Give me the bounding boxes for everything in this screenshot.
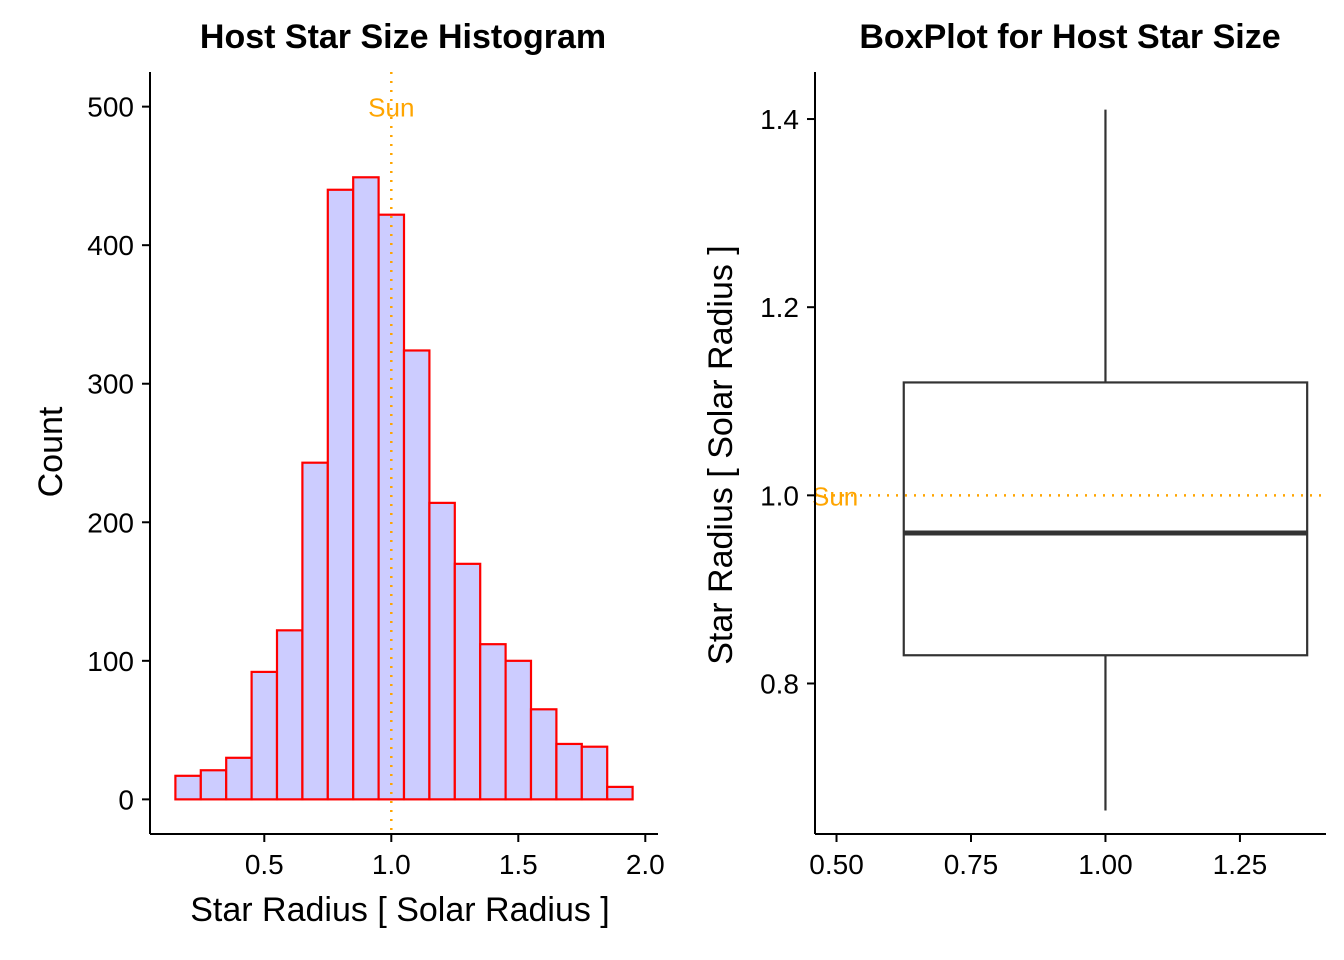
boxplot-title: BoxPlot for Host Star Size [859, 18, 1280, 56]
histogram-x-tick-label: 2.0 [626, 849, 665, 880]
boxplot-sun-reference: Sun [812, 481, 1326, 511]
histogram-y-tick-label: 400 [87, 230, 134, 261]
histogram-bars [174, 176, 634, 801]
histogram-bar [301, 461, 329, 801]
boxplot-x-tick-label: 1.00 [1078, 849, 1133, 880]
histogram-x-tick-label: 1.5 [499, 849, 538, 880]
histogram-bar [199, 769, 228, 801]
histogram-title: Host Star Size Histogram [200, 18, 606, 56]
boxplot-axes: 0.8 1.0 1.2 1.4 0.50 0.75 1.00 1.25 [760, 72, 1326, 880]
histogram-bar [428, 501, 456, 801]
histogram-y-tick-label: 500 [87, 92, 134, 123]
histogram-y-axis-label: Count [32, 406, 70, 497]
histogram-bar [352, 176, 380, 801]
histogram-x-tick-label: 1.0 [372, 849, 411, 880]
boxplot-box [902, 109, 1309, 811]
boxplot-y-tick-label: 1.2 [760, 292, 799, 323]
histogram-bar [453, 562, 482, 801]
boxplot-x-tick-label: 1.25 [1213, 849, 1268, 880]
boxplot-x-tick-label: 0.75 [944, 849, 999, 880]
histogram-y-tick-label: 300 [87, 369, 134, 400]
histogram-bar [326, 188, 355, 801]
sun-reference-label: Sun [812, 481, 858, 511]
histogram-bar [555, 742, 583, 801]
histogram-bar [225, 756, 253, 801]
histogram-bar [250, 670, 279, 801]
histogram-bar [479, 643, 507, 801]
histogram-y-tick-label: 0 [118, 784, 134, 815]
sun-reference-label: Sun [368, 93, 414, 123]
histogram-bar [580, 745, 609, 801]
histogram-panel: Host Star Size Histogram Count Star Radi… [32, 18, 665, 929]
histogram-bar [402, 349, 431, 801]
boxplot-y-tick-label: 1.4 [760, 104, 799, 135]
histogram-axes: 0 100 200 300 400 500 0.5 1.0 1.5 2.0 [87, 72, 665, 880]
histogram-bar [529, 708, 558, 801]
histogram-sun-reference: Sun [368, 72, 414, 834]
histogram-y-tick-label: 200 [87, 507, 134, 538]
histogram-bar [275, 629, 304, 801]
histogram-bar [504, 659, 533, 801]
histogram-x-tick-label: 0.5 [245, 849, 284, 880]
histogram-bar [377, 213, 406, 801]
boxplot-panel: BoxPlot for Host Star Size Star Radius [… [702, 18, 1326, 880]
boxplot-x-tick-label: 0.50 [809, 849, 864, 880]
boxplot-y-tick-label: 0.8 [760, 668, 799, 699]
interquartile-box [902, 381, 1309, 657]
histogram-bar [174, 774, 202, 801]
boxplot-y-tick-label: 1.0 [760, 480, 799, 511]
histogram-y-tick-label: 100 [87, 646, 134, 677]
histogram-x-axis-label: Star Radius [ Solar Radius ] [190, 891, 610, 929]
histogram-bar [606, 785, 634, 801]
boxplot-y-axis-label: Star Radius [ Solar Radius ] [702, 245, 740, 665]
